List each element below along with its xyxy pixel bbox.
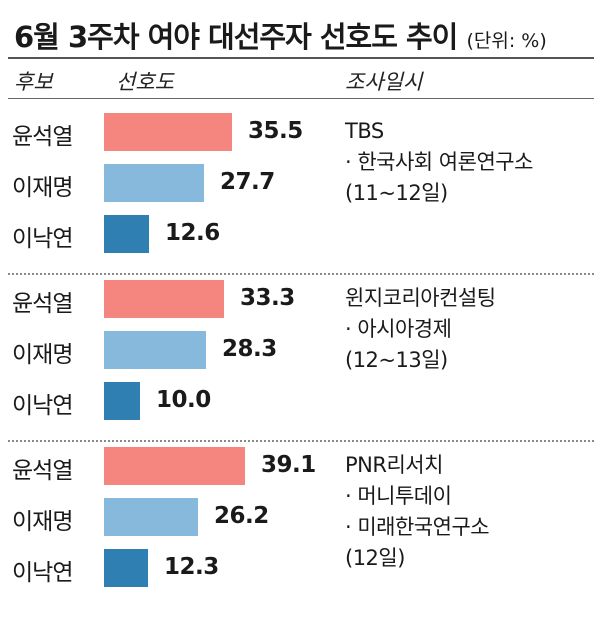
bar bbox=[104, 549, 148, 587]
value-label: 33.3 bbox=[240, 285, 295, 311]
bar bbox=[104, 447, 245, 485]
group-divider bbox=[8, 273, 594, 275]
survey-line: · 머니투데이 bbox=[345, 484, 452, 508]
survey-line: TBS bbox=[345, 119, 384, 143]
bar bbox=[104, 113, 232, 151]
survey-line: (12~13일) bbox=[345, 348, 448, 372]
candidate-label: 이재명 bbox=[12, 509, 73, 535]
value-label: 10.0 bbox=[156, 387, 211, 413]
header-preference: 선호도 bbox=[116, 70, 174, 94]
title-text: 6월 3주차 여야 대선주자 선호도 추이 bbox=[14, 20, 458, 54]
candidate-label: 윤석열 bbox=[12, 291, 73, 317]
value-label: 12.6 bbox=[165, 220, 220, 246]
value-label: 12.3 bbox=[164, 554, 219, 580]
title-divider bbox=[8, 57, 594, 59]
candidate-label: 이낙연 bbox=[12, 560, 73, 586]
bar bbox=[104, 498, 198, 536]
survey-info: 윈지코리아컨설팅 · 아시아경제 (12~13일) bbox=[345, 283, 496, 376]
candidate-label: 이낙연 bbox=[12, 393, 73, 419]
candidate-label: 이재명 bbox=[12, 175, 73, 201]
header-candidate: 후보 bbox=[14, 70, 53, 94]
survey-info: TBS · 한국사회 여론연구소 (11~12일) bbox=[345, 116, 533, 209]
bar bbox=[104, 164, 204, 202]
bar bbox=[104, 280, 224, 318]
candidate-label: 이낙연 bbox=[12, 226, 73, 252]
header-survey: 조사일시 bbox=[345, 70, 423, 94]
survey-line: · 한국사회 여론연구소 bbox=[345, 150, 533, 174]
survey-line: PNR리서치 bbox=[345, 453, 443, 477]
header-divider bbox=[8, 98, 594, 99]
bar bbox=[104, 215, 149, 253]
bar bbox=[104, 331, 206, 369]
survey-line: (11~12일) bbox=[345, 181, 448, 205]
value-label: 35.5 bbox=[248, 118, 303, 144]
survey-line: · 미래한국연구소 bbox=[345, 515, 490, 539]
value-label: 28.3 bbox=[222, 336, 277, 362]
survey-line: 윈지코리아컨설팅 bbox=[345, 286, 496, 310]
bar bbox=[104, 382, 140, 420]
value-label: 39.1 bbox=[261, 452, 316, 478]
survey-info: PNR리서치 · 머니투데이 · 미래한국연구소 (12일) bbox=[345, 450, 490, 574]
unit-label: (단위: %) bbox=[466, 30, 547, 52]
survey-line: · 아시아경제 bbox=[345, 317, 452, 341]
survey-line: (12일) bbox=[345, 546, 405, 570]
candidate-label: 윤석열 bbox=[12, 458, 73, 484]
group-divider bbox=[8, 440, 594, 442]
value-label: 26.2 bbox=[214, 503, 269, 529]
candidate-label: 이재명 bbox=[12, 342, 73, 368]
chart-title: 6월 3주차 여야 대선주자 선호도 추이 (단위: %) bbox=[14, 14, 547, 56]
candidate-label: 윤석열 bbox=[12, 124, 73, 150]
value-label: 27.7 bbox=[220, 169, 275, 195]
